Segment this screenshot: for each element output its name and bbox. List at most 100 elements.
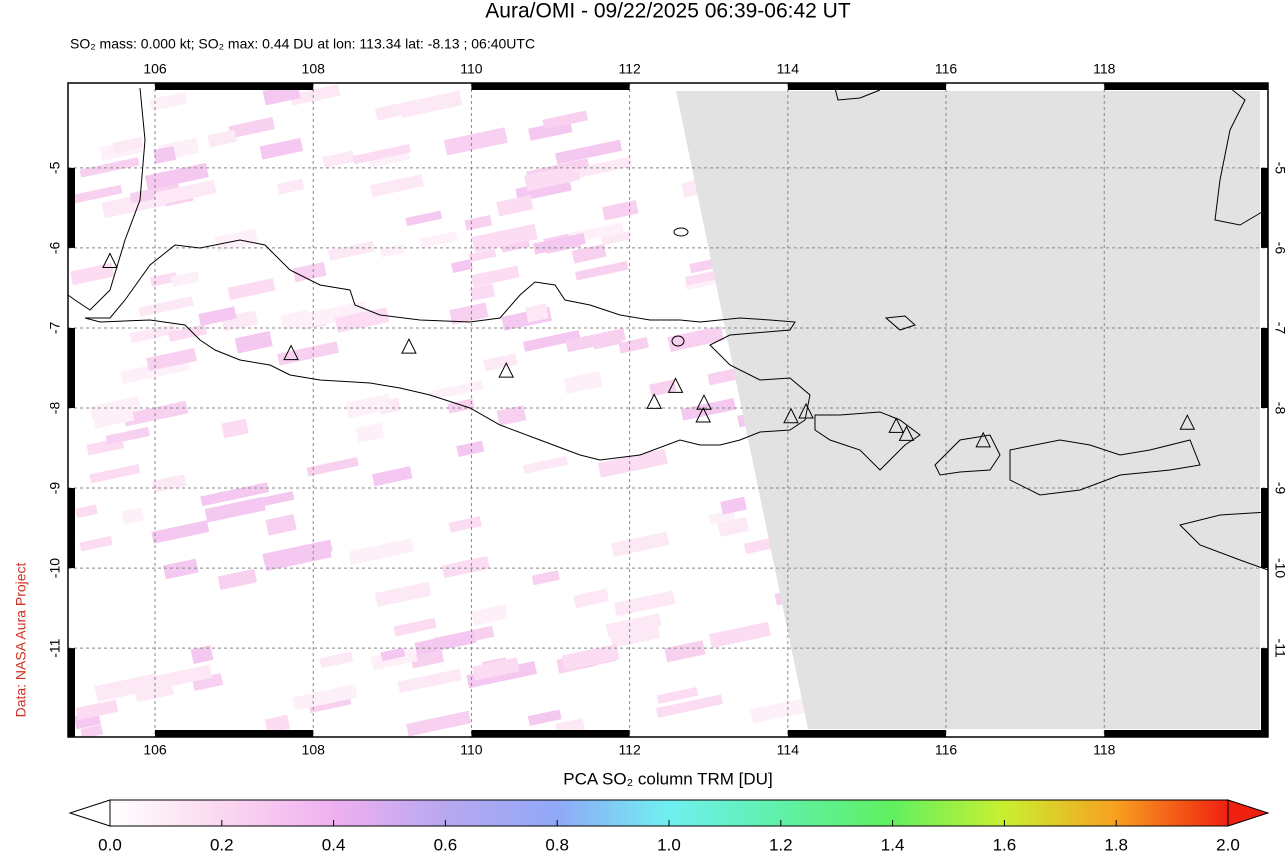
- volcano-marker: [798, 402, 814, 419]
- retrieval-pixel: [79, 535, 113, 552]
- x-tick-label: 116: [935, 61, 958, 77]
- retrieval-pixel: [468, 248, 497, 263]
- retrieval-pixel: [707, 368, 739, 386]
- retrieval-pixel: [200, 482, 269, 507]
- retrieval-pixel: [591, 329, 623, 350]
- retrieval-pixel: [483, 353, 518, 372]
- y-tick-label: -7: [47, 322, 63, 335]
- coastlines: [68, 87, 1268, 571]
- retrieval-pixel: [155, 664, 213, 690]
- retrieval-pixel: [259, 137, 304, 160]
- retrieval-pixel: [121, 507, 145, 525]
- y-tick-label: -8: [47, 402, 63, 415]
- y-tick-label: -9: [1272, 482, 1288, 495]
- y-tick-label: -8: [1272, 402, 1288, 415]
- axes: 106 106 108 108 110 110 112 112 114 114 116 116 118 1…: [47, 61, 1288, 758]
- frame-stripe: [471, 83, 630, 90]
- retrieval-pixel: [135, 685, 174, 703]
- retrieval-pixel: [717, 517, 749, 537]
- retrieval-pixel: [464, 214, 493, 231]
- retrieval-pixel: [198, 306, 237, 326]
- retrieval-pixel: [566, 156, 633, 180]
- colorbar-tick-label: 0.8: [545, 835, 569, 854]
- frame-stripe: [1104, 730, 1268, 737]
- retrieval-pixel: [105, 426, 150, 445]
- retrieval-pixel: [123, 400, 189, 427]
- retrieval-pixel: [228, 117, 275, 139]
- retrieval-pixel: [265, 514, 297, 536]
- retrieval-pixel: [542, 110, 589, 130]
- retrieval-pixel: [348, 538, 414, 565]
- retrieval-pixel: [575, 261, 629, 281]
- retrieval-pixel: [456, 440, 485, 457]
- retrieval-pixel: [217, 568, 257, 590]
- x-tick-label: 116: [935, 742, 958, 758]
- retrieval-pixel: [138, 296, 194, 317]
- x-tick-label: 118: [1093, 742, 1116, 758]
- retrieval-pixel: [405, 210, 443, 227]
- retrieval-pixel: [146, 348, 197, 372]
- volcano-marker: [498, 362, 515, 378]
- retrieval-pixel: [664, 640, 706, 663]
- volcano-marker: [975, 431, 992, 448]
- retrieval-pixel: [471, 604, 509, 626]
- retrieval-pixel: [150, 272, 178, 287]
- x-tick-label: 108: [302, 61, 326, 77]
- retrieval-pixel: [306, 457, 359, 477]
- volcano-marker: [667, 377, 684, 393]
- retrieval-pixel: [292, 684, 358, 711]
- retrieval-pixel: [368, 151, 410, 168]
- retrieval-pixel: [448, 516, 482, 533]
- frame-stripe: [1261, 648, 1268, 737]
- no-data-region: [676, 91, 1260, 729]
- retrieval-pixel: [153, 145, 177, 164]
- retrieval-pixel: [471, 223, 538, 253]
- map-subtitle: SO₂ mass: 0.000 kt; SO₂ max: 0.44 DU at …: [70, 36, 535, 52]
- x-tick-label: 114: [777, 61, 800, 77]
- colorbar-label: PCA SO₂ column TRM [DU]: [563, 769, 772, 788]
- retrieval-pixel: [609, 622, 661, 648]
- retrieval-pixel: [610, 531, 670, 557]
- retrieval-pixel: [328, 240, 375, 261]
- volcano-marker: [401, 338, 417, 354]
- retrieval-pixel: [151, 520, 210, 544]
- retrieval-pixel: [93, 411, 135, 429]
- x-tick-label: 106: [143, 61, 167, 77]
- x-tick-label: 112: [618, 742, 641, 758]
- retrieval-pixel: [89, 464, 141, 484]
- y-tick-label: -10: [1272, 558, 1288, 578]
- frame-stripe: [68, 648, 75, 737]
- map-frame: [67, 82, 1269, 738]
- volcano-marker: [1179, 414, 1196, 430]
- frame-stripe: [155, 83, 314, 90]
- x-tick-label: 110: [460, 61, 483, 77]
- retrieval-pixel: [605, 613, 662, 638]
- coast-island: [671, 335, 685, 347]
- retrieval-pixel: [190, 645, 214, 664]
- x-tick-label: 108: [302, 742, 326, 758]
- y-tick-label: -11: [1272, 639, 1288, 658]
- retrieval-pixel: [720, 496, 747, 515]
- y-tick-label: -7: [1272, 322, 1288, 335]
- frame-stripe: [1261, 488, 1268, 569]
- retrieval-pixel: [450, 259, 473, 273]
- frame-stripe: [1104, 83, 1268, 90]
- volcano-marker: [695, 406, 712, 423]
- coast-island: [673, 227, 689, 237]
- colorbar-max-arrow: [1227, 799, 1270, 827]
- retrieval-pixel: [496, 405, 527, 426]
- pixel-layer: [70, 83, 815, 737]
- coast-timor: [1179, 511, 1268, 571]
- retrieval-pixel: [167, 324, 208, 342]
- retrieval-pixel: [262, 539, 333, 566]
- retrieval-pixel: [410, 649, 445, 669]
- frame-stripe: [787, 730, 947, 737]
- frame-stripe: [1261, 327, 1268, 408]
- x-tick-label: 112: [618, 61, 641, 77]
- retrieval-pixel: [319, 651, 354, 669]
- volcano-marker: [888, 417, 905, 433]
- retrieval-pixel: [527, 709, 562, 726]
- frame-stripe: [1261, 167, 1268, 248]
- volcano-layer: [102, 252, 1196, 448]
